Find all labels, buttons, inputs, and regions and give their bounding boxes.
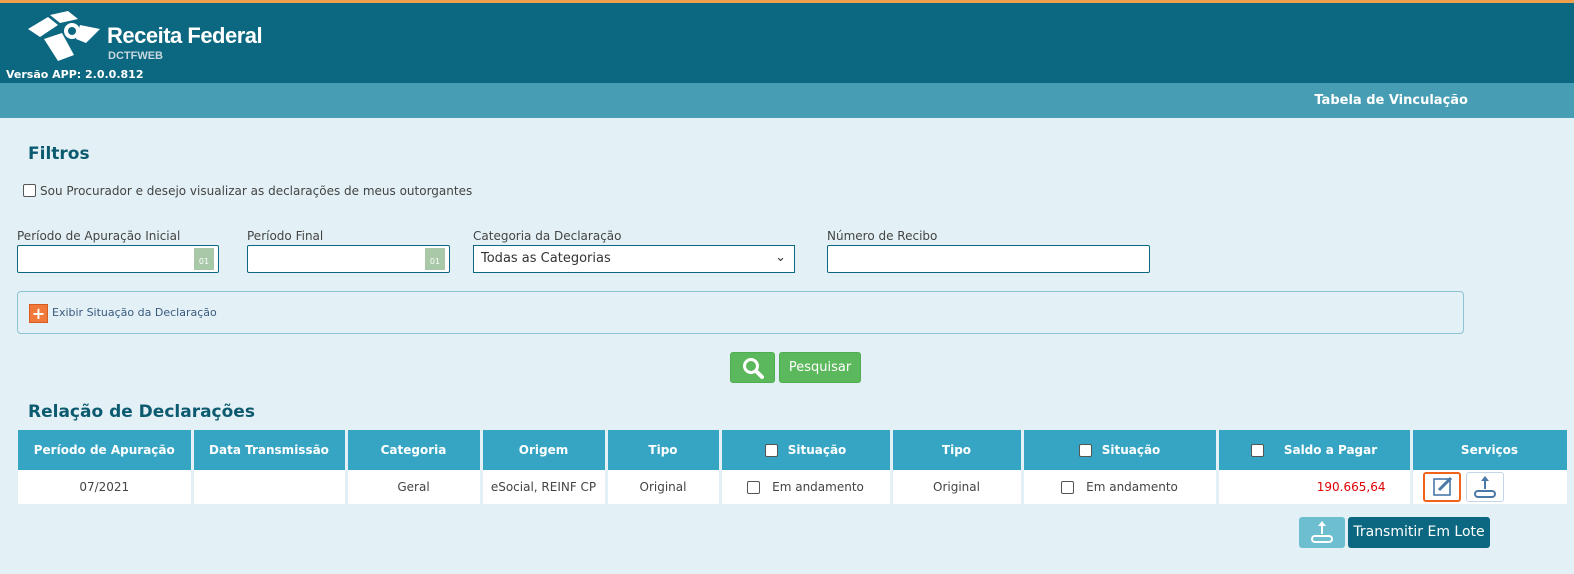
pesquisar-button[interactable]: Pesquisar: [779, 352, 861, 383]
chevron-down-icon: ⌄: [775, 250, 786, 265]
declaracoes-table: Período de Apuração Data Transmissão Cat…: [18, 430, 1570, 504]
col-origem: Origem: [481, 430, 608, 470]
situacao-select-all-checkbox[interactable]: [764, 444, 778, 457]
page-title-bar: Tabela de Vinculação: [0, 83, 1574, 118]
cell-situacao: Em andamento: [720, 470, 893, 504]
brand-sub: DCTFWEB: [108, 50, 163, 62]
col-situacao: Situação: [720, 430, 893, 470]
cell-categoria: Geral: [346, 470, 483, 504]
exibir-situacao-link[interactable]: Exibir Situação da Declaração: [52, 306, 217, 319]
brand-name: Receita Federal: [107, 23, 263, 48]
saldo-select-all-checkbox[interactable]: [1250, 444, 1264, 457]
table-header: Período de Apuração Data Transmissão Cat…: [18, 430, 1570, 470]
transmit-button[interactable]: [1466, 472, 1505, 502]
categoria-select[interactable]: Todas as Categorias ⌄: [473, 245, 795, 273]
col-tipo-2: Tipo: [891, 430, 1024, 470]
col-situacao-2-label: Situação: [1101, 443, 1161, 457]
periodo-final-input[interactable]: 01: [247, 245, 450, 273]
periodo-final-label: Período Final: [247, 229, 324, 243]
col-situacao-2: Situação: [1022, 430, 1219, 470]
periodo-inicial-input[interactable]: 01: [17, 245, 219, 273]
col-categoria: Categoria: [346, 430, 483, 470]
situacao-panel: + Exibir Situação da Declaração: [17, 291, 1464, 334]
categoria-label: Categoria da Declaração: [473, 229, 622, 243]
cell-servicos: [1411, 470, 1570, 504]
cell-data: [192, 470, 348, 504]
upload-icon: [1474, 476, 1497, 498]
calendar-icon[interactable]: 01: [425, 248, 445, 270]
plus-icon[interactable]: +: [29, 304, 48, 323]
situacao-2-value: Em andamento: [1086, 480, 1178, 494]
receita-logo-icon: [28, 11, 100, 61]
list-title: Relação de Declarações: [28, 402, 255, 422]
search-icon-button[interactable]: [730, 352, 775, 383]
calendar-icon[interactable]: 01: [194, 248, 214, 270]
cell-saldo: 190.665,64: [1217, 470, 1413, 504]
transmit-batch-icon-button[interactable]: [1299, 517, 1345, 548]
cell-periodo: 07/2021: [18, 470, 194, 504]
upload-icon: [1311, 521, 1333, 543]
col-data: Data Transmissão: [192, 430, 348, 470]
table-row[interactable]: 07/2021 Geral eSocial, REINF CP Original…: [18, 470, 1570, 504]
col-servicos: Serviços: [1411, 430, 1570, 470]
app-version: Versão APP: 2.0.0.812: [6, 68, 144, 81]
col-tipo: Tipo: [606, 430, 722, 470]
procurador-label: Sou Procurador e desejo visualizar as de…: [40, 184, 473, 198]
col-saldo-label: Saldo a Pagar: [1283, 443, 1378, 457]
edit-icon: [1432, 476, 1452, 496]
col-saldo: Saldo a Pagar: [1217, 430, 1413, 470]
top-accent-line: [0, 0, 1574, 3]
edit-button[interactable]: [1422, 472, 1461, 502]
col-situacao-label: Situação: [787, 443, 847, 457]
procurador-checkbox[interactable]: [23, 184, 36, 197]
periodo-inicial-label: Período de Apuração Inicial: [17, 229, 181, 243]
transmitir-lote-button[interactable]: Transmitir Em Lote: [1348, 517, 1490, 548]
situacao-value: Em andamento: [772, 480, 864, 494]
recibo-input[interactable]: [827, 245, 1150, 273]
situacao-2-select-all-checkbox[interactable]: [1078, 444, 1092, 457]
col-periodo: Período de Apuração: [18, 430, 194, 470]
search-icon: [742, 358, 764, 379]
row-situacao-2-checkbox[interactable]: [1061, 481, 1075, 494]
cell-situacao-2: Em andamento: [1022, 470, 1219, 504]
filters-title: Filtros: [28, 144, 90, 164]
categoria-value: Todas as Categorias: [481, 251, 611, 266]
row-situacao-checkbox[interactable]: [747, 481, 761, 494]
cell-tipo: Original: [606, 470, 722, 504]
app-header: Receita Federal DCTFWEB Versão APP: 2.0.…: [0, 3, 1574, 83]
cell-origem: eSocial, REINF CP: [481, 470, 608, 504]
cell-tipo-2: Original: [891, 470, 1024, 504]
recibo-label: Número de Recibo: [827, 229, 938, 243]
page-title: Tabela de Vinculação: [1314, 93, 1468, 108]
